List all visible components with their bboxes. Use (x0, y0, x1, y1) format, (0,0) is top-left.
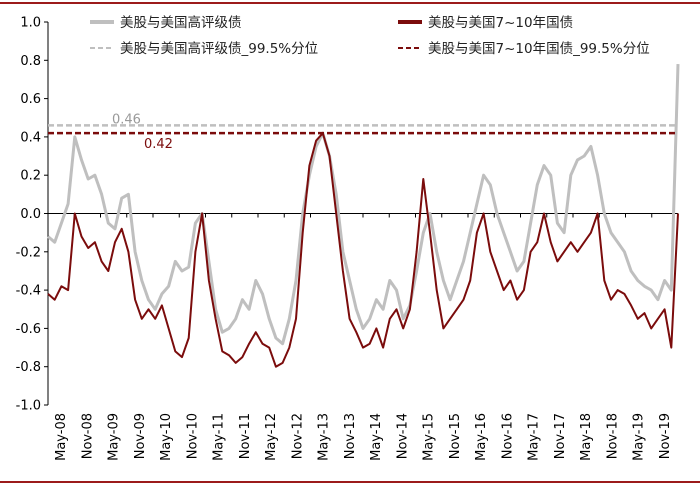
y-tick-label: 0.8 (20, 54, 41, 69)
x-tick-label: May-19 (632, 413, 647, 461)
threshold-label-treasury-7-10y: 0.42 (144, 137, 173, 152)
x-tick-label: Nov-12 (290, 413, 305, 459)
x-tick-label: Nov-11 (238, 413, 253, 459)
x-tick-label: May-10 (159, 413, 174, 461)
legend-label: 美股与美国7~10年国债_99.5%分位 (428, 41, 650, 57)
y-tick-label: -1.0 (16, 399, 41, 414)
x-tick-label: Nov-17 (553, 413, 568, 459)
y-tick-label: 0.0 (20, 207, 41, 222)
x-tick-label: May-13 (317, 413, 332, 461)
threshold-label-high-grade-bond: 0.46 (112, 112, 141, 127)
y-tick-label: 0.4 (20, 130, 41, 145)
x-tick-label: May-14 (369, 413, 384, 461)
y-tick-label: -0.6 (16, 322, 41, 337)
series-layer: 0.460.42 (47, 64, 680, 368)
x-tick-label: May-11 (212, 413, 227, 461)
x-tick-label: Nov-14 (395, 413, 410, 459)
x-tick-label: Nov-13 (343, 413, 358, 459)
x-tick-label: May-17 (527, 413, 542, 461)
x-tick-label: Nov-10 (185, 413, 200, 459)
legend-label: 美股与美国高评级债_99.5%分位 (120, 40, 318, 57)
y-tick-label: -0.8 (16, 360, 41, 375)
x-tick-label: May-08 (54, 413, 69, 461)
x-tick-label: May-09 (107, 413, 122, 461)
legend-label: 美股与美国高评级债 (120, 14, 242, 31)
x-tick-label: May-18 (579, 413, 594, 461)
x-tick-label: Nov-08 (80, 413, 95, 459)
x-tick-label: Nov-16 (500, 413, 515, 459)
y-tick-label: -0.2 (16, 245, 41, 260)
x-tick-label: Nov-09 (133, 413, 148, 459)
series-line-treasury-7-10y (47, 132, 679, 368)
y-tick-label: 1.0 (20, 16, 41, 31)
y-tick-label: -0.4 (16, 284, 41, 299)
x-axis: May-08 Nov-08 May-09 Nov-09 May-10 Nov-10 May-… (47, 213, 678, 461)
x-tick-label: May-15 (422, 413, 437, 461)
y-axis: 1.0 0.8 0.6 0.4 0.2 0.0 -0.2 -0.4 -0.6 -0.8 -1.0 (16, 16, 49, 414)
y-tick-label: 0.6 (20, 92, 41, 107)
x-tick-label: May-16 (474, 413, 489, 461)
legend-label: 美股与美国7~10年国债 (428, 15, 573, 31)
x-tick-label: May-12 (264, 413, 279, 461)
x-tick-label: Nov-19 (658, 413, 673, 459)
x-tick-label: Nov-18 (605, 413, 620, 459)
series-line-high-grade-bond (47, 64, 680, 346)
y-tick-label: 0.2 (20, 169, 41, 184)
x-tick-label: Nov-15 (448, 413, 463, 459)
